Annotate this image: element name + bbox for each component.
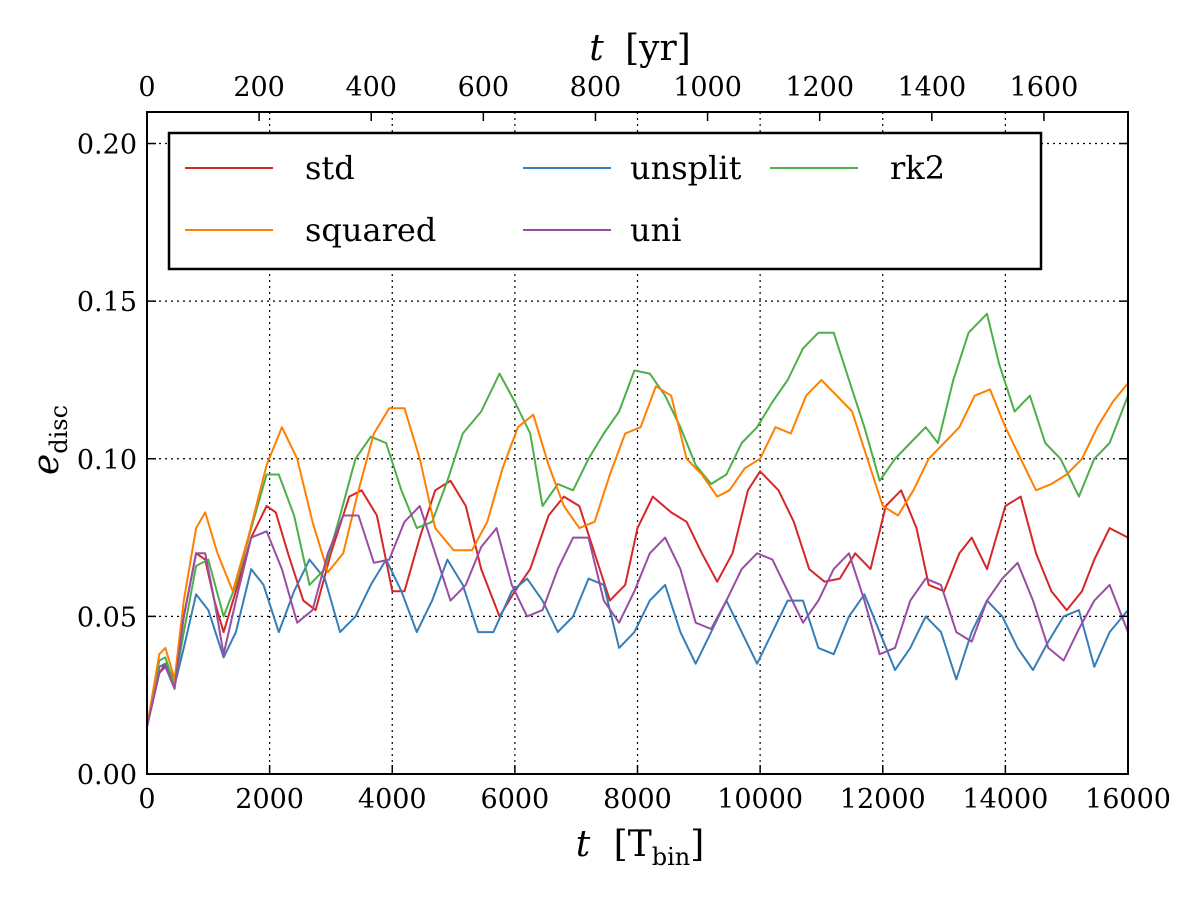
top-axis-var: t — [589, 28, 604, 69]
legend: std unsplit rk2 squared uni — [167, 131, 1043, 271]
series-line-std — [146, 470, 1129, 727]
x-axis-title: t [Tbin] — [576, 824, 705, 871]
top-tick-label: 600 — [458, 72, 510, 103]
y-axis-title: edisc — [26, 405, 73, 475]
y-tick-label: 0.15 — [77, 287, 137, 318]
x-tick-label: 2000 — [235, 784, 304, 815]
top-tick-label: 0 — [138, 72, 155, 103]
legend-label-rk2: rk2 — [890, 149, 945, 187]
series-line-squared — [146, 379, 1129, 727]
top-tick-label: 200 — [233, 72, 285, 103]
x-axis-var: t — [576, 824, 591, 865]
series-line-rk2 — [146, 312, 1129, 727]
legend-box — [167, 131, 1043, 271]
y-axis-sub: disc — [45, 405, 73, 454]
top-tick-label: 1600 — [1010, 72, 1079, 103]
y-tick-label: 0.00 — [77, 760, 137, 791]
top-tick-label: 1200 — [785, 72, 854, 103]
series-layer — [146, 312, 1129, 727]
y-tick-label: 0.20 — [77, 130, 137, 161]
x-tick-label: 8000 — [603, 784, 672, 815]
top-tick-label: 800 — [570, 72, 622, 103]
top-tick-label: 1000 — [673, 72, 742, 103]
y-tick-label: 0.05 — [77, 602, 137, 633]
series-line-unsplit — [146, 558, 1129, 727]
legend-label-squared: squared — [305, 211, 436, 249]
x-axis-unit: [T — [614, 824, 652, 865]
y-axis-var: e — [26, 454, 67, 475]
legend-label-unsplit: unsplit — [630, 149, 742, 187]
x-tick-label: 0 — [138, 784, 155, 815]
top-tick-label: 400 — [345, 72, 397, 103]
x-tick-label: 14000 — [962, 784, 1048, 815]
legend-label-uni: uni — [630, 211, 681, 249]
x-tick-label: 16000 — [1085, 784, 1171, 815]
top-axis-unit: [yr] — [625, 28, 691, 69]
y-tick-label: 0.10 — [77, 445, 137, 476]
x-tick-label: 12000 — [840, 784, 926, 815]
tick-layer: 0 2000 4000 6000 8000 10000 12000 14000 16000 0 20… — [77, 72, 1171, 815]
x-axis-unit-close: ] — [690, 824, 704, 865]
x-tick-label: 6000 — [481, 784, 550, 815]
series-line-uni — [146, 505, 1129, 727]
legend-label-std: std — [305, 149, 355, 187]
top-axis-title: t [yr] — [589, 28, 691, 69]
x-tick-label: 10000 — [717, 784, 803, 815]
x-tick-label: 4000 — [358, 784, 427, 815]
top-tick-label: 1400 — [897, 72, 966, 103]
x-axis-unit-sub: bin — [652, 843, 691, 871]
